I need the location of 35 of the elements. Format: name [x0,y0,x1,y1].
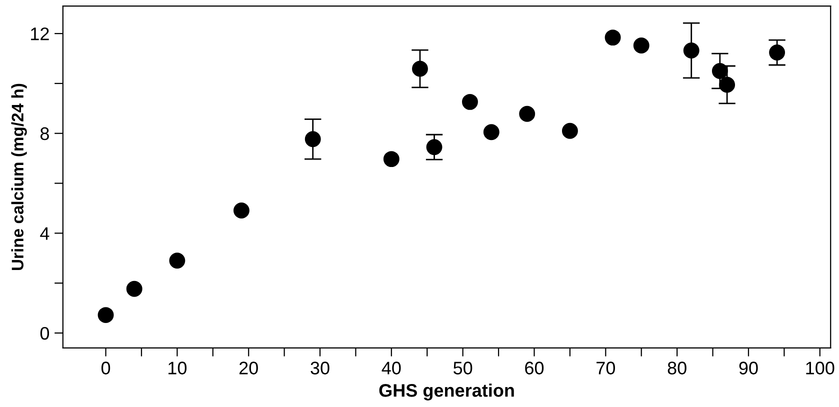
x-tick-label: 0 [101,362,110,374]
x-tick-label: 70 [596,362,615,374]
y-tick-label: 0 [40,326,50,340]
x-tick-label: 40 [382,362,401,374]
point [483,124,500,140]
point [604,30,621,46]
x-tick-label: 80 [668,362,686,374]
x-tick-label: 50 [454,362,472,374]
y-axis-title: Urine calcium (mg/24 h) [11,84,27,270]
point [769,44,786,60]
x-tick-label: 60 [525,362,544,374]
point [426,139,442,156]
point [683,42,700,59]
point [304,131,321,148]
point [126,280,142,297]
x-tick-label: 10 [168,362,187,374]
point [719,76,736,93]
point [383,151,400,168]
x-axis-title: GHS generation [379,384,514,400]
x-tick-label: 20 [239,362,258,374]
point [633,38,650,54]
x-tick-label: 90 [739,362,758,374]
point [562,122,578,139]
y-tick-label: 12 [31,27,49,40]
x-tick-label: 30 [310,362,330,374]
point [412,60,428,77]
y-tick-label: 8 [40,127,49,140]
y-tick-label: 4 [40,227,50,240]
point [462,94,478,110]
point [169,252,186,269]
point [519,106,536,122]
x-tick-label: 100 [806,362,834,374]
point [98,307,114,324]
point [233,202,250,218]
point [712,63,728,79]
